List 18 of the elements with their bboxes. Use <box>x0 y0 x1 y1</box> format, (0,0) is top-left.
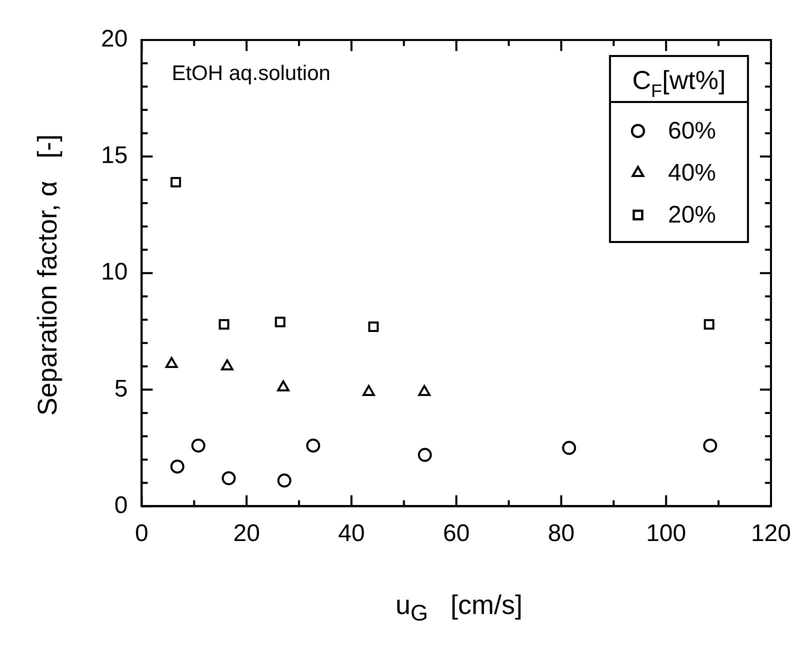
legend-label: 40% <box>668 160 716 187</box>
annotation: EtOH aq.solution <box>172 62 330 85</box>
legend-label: 60% <box>668 118 716 145</box>
y-tick-label: 10 <box>100 258 128 286</box>
x-tick-label: 40 <box>338 520 365 548</box>
y-tick-label: 0 <box>114 492 128 519</box>
y-tick-label: 5 <box>114 375 128 402</box>
x-tick-label: 0 <box>135 520 148 548</box>
x-tick-label: 100 <box>646 520 686 548</box>
y-axis-title: Separation factor, α [-] <box>32 134 64 416</box>
y-tick-label: 20 <box>100 26 128 53</box>
x-axis-title: u$_{G}$ [cm/s] <box>394 590 524 626</box>
x-tick-label: 20 <box>233 520 260 548</box>
x-tick-label: 60 <box>442 520 470 548</box>
x-tick-label: 120 <box>750 520 791 548</box>
x-tick-label: 80 <box>548 520 575 548</box>
y-tick-label: 15 <box>100 142 128 170</box>
legend-label: 20% <box>668 202 716 229</box>
